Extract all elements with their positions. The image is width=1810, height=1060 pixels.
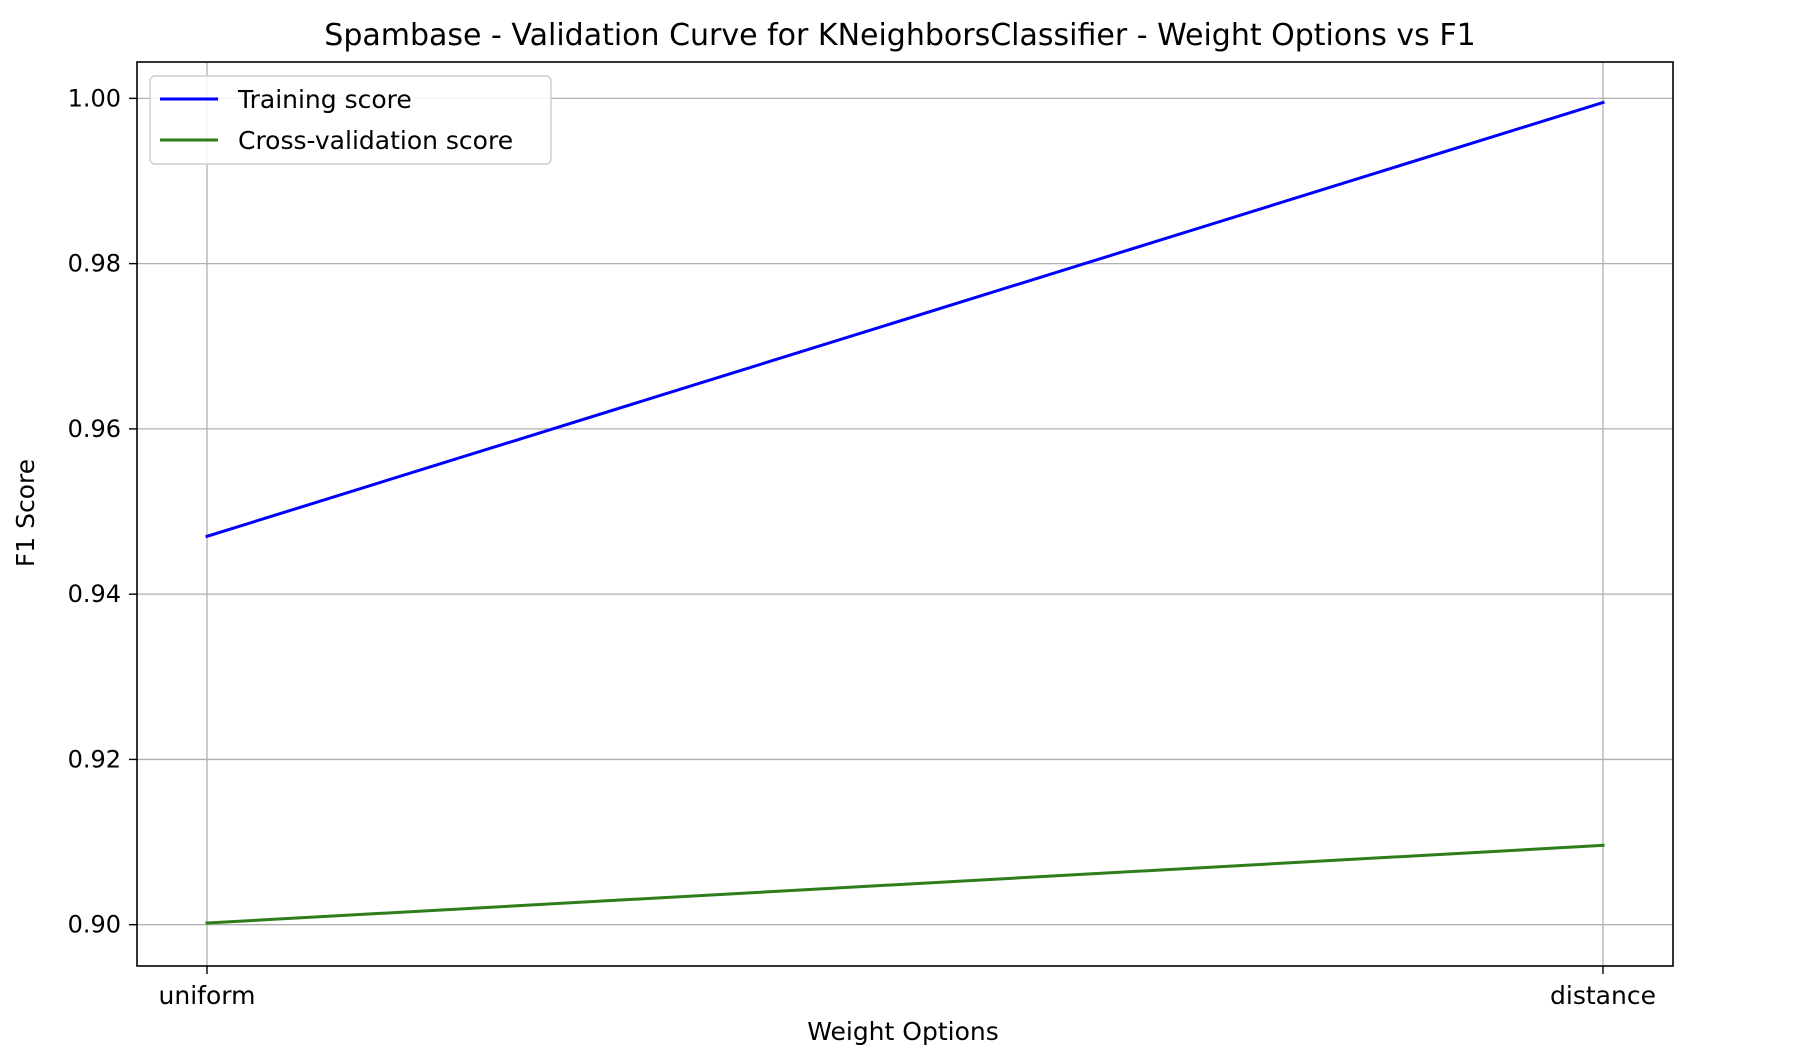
- chart-title: Spambase - Validation Curve for KNeighbo…: [324, 18, 1475, 53]
- grid-lines: [137, 62, 1673, 966]
- x-axis-label: Weight Options: [807, 1017, 999, 1046]
- y-tick-label: 0.90: [68, 911, 121, 939]
- legend-box: [149, 75, 552, 165]
- legend: Training score Cross-validation score: [149, 75, 552, 165]
- series-lines: [205, 100, 1605, 925]
- y-tick-label: 1.00: [68, 84, 121, 112]
- y-tick-label: 0.96: [68, 415, 121, 443]
- y-axis-label: F1 Score: [11, 459, 40, 567]
- x-tick-label: uniform: [159, 981, 256, 1010]
- y-axis: 0.90 0.92 0.94 0.96 0.98 1.00: [68, 84, 137, 939]
- x-tick-label: distance: [1550, 981, 1656, 1010]
- legend-label: Training score: [237, 85, 412, 114]
- y-tick-label: 0.92: [68, 745, 121, 773]
- y-tick-label: 0.94: [68, 580, 121, 608]
- x-axis: uniform distance: [159, 966, 1656, 1010]
- series-line-training-score: [205, 100, 1605, 539]
- plot-area-frame: [136, 61, 1674, 967]
- series-line-cross-validation-score: [205, 843, 1605, 925]
- legend-label: Cross-validation score: [238, 126, 513, 155]
- y-tick-label: 0.98: [68, 250, 121, 278]
